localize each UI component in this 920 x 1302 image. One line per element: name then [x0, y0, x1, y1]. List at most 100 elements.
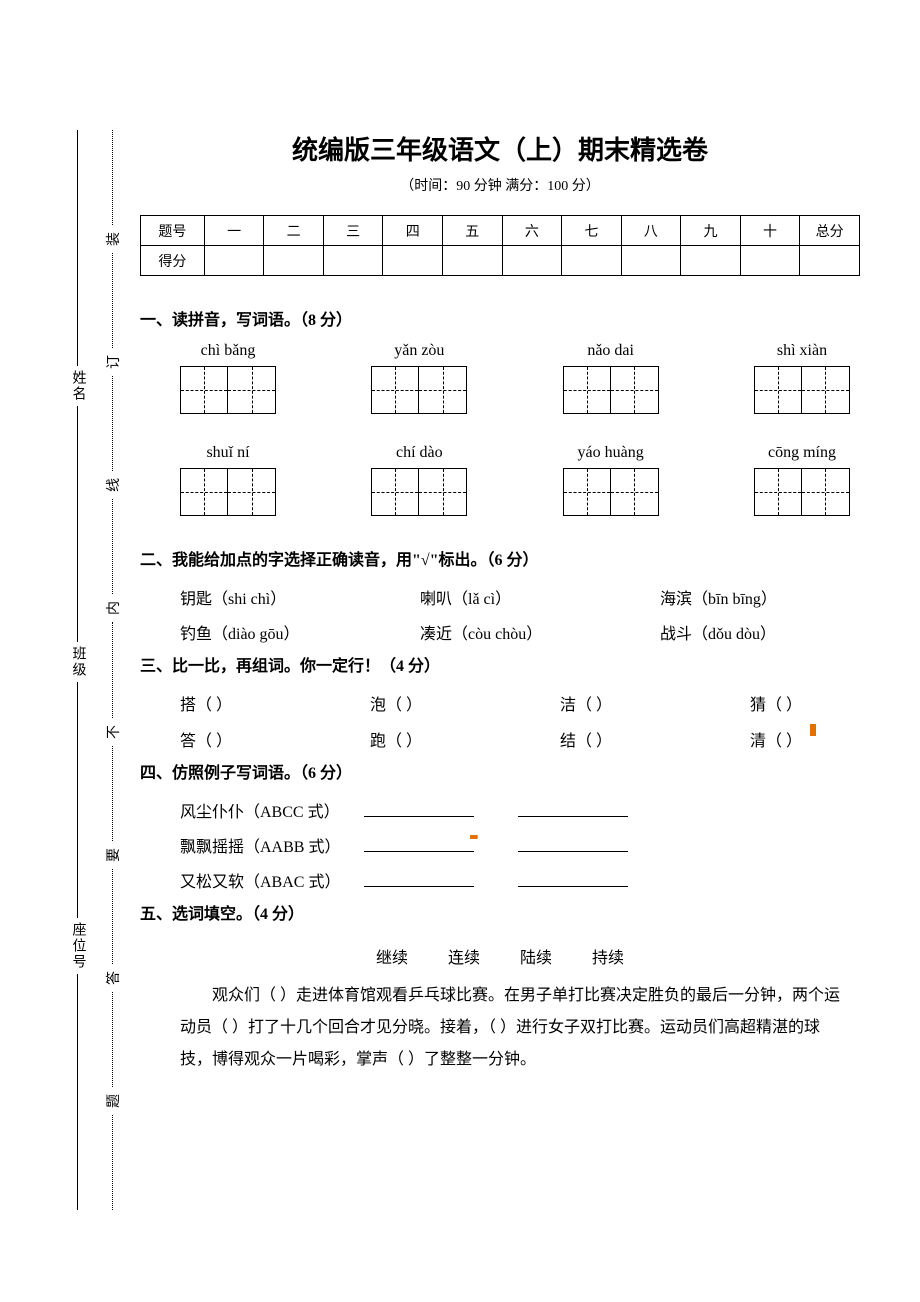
q3-item: 答（ ） [180, 724, 330, 759]
page-subtitle: （时间：90 分钟 满分：100 分） [140, 175, 860, 195]
strip-left-col: 姓名 班级 座位号 [60, 130, 95, 1210]
char-box[interactable] [371, 366, 419, 414]
q3-item: 猜（ ） [750, 688, 802, 723]
cell: 六 [502, 216, 562, 246]
q2-item: 海滨（bīn bīng） [660, 582, 777, 617]
seal-char: 不 [99, 725, 127, 739]
char-box[interactable] [228, 468, 276, 516]
seal-char: 线 [99, 478, 127, 492]
pinyin-group: nǎo dai [563, 342, 659, 414]
char-box[interactable] [419, 366, 467, 414]
char-box[interactable] [563, 366, 611, 414]
pinyin-text: yǎn zòu [394, 342, 444, 360]
pinyin-text: shì xiàn [777, 342, 827, 360]
q2-item: 钥匙（shi chì） [180, 582, 380, 617]
cell: 九 [681, 216, 741, 246]
q4-item: 风尘仆仆（ABCC 式） [140, 795, 860, 830]
strip-right-col: 装 订 线 内 不 要 答 题 [95, 130, 130, 1210]
choice: 连续 [448, 950, 480, 967]
cell: 七 [562, 216, 622, 246]
char-box[interactable] [228, 366, 276, 414]
pinyin-text: shuǐ ní [206, 444, 249, 462]
q3-item: 搭（ ） [180, 688, 330, 723]
cell: 题号 [141, 216, 205, 246]
blank-input[interactable] [364, 801, 474, 817]
score-table: 题号 一 二 三 四 五 六 七 八 九 十 总分 得分 [140, 215, 860, 276]
cell: 得分 [141, 246, 205, 276]
q5-choices: 继续 连续 陆续 持续 [140, 936, 860, 980]
pinyin-group: shì xiàn [754, 342, 850, 414]
q2-item: 喇叭（lǎ cì） [420, 582, 620, 617]
q3-item: 结（ ） [560, 724, 710, 759]
label-seat: 座位号 [68, 918, 88, 974]
char-box[interactable] [802, 468, 850, 516]
cell: 总分 [800, 216, 860, 246]
seal-char: 答 [99, 971, 127, 985]
q2-row: 钓鱼（diào gōu） 凑近（còu chòu） 战斗（dǒu dòu） [140, 617, 860, 652]
q3-item: 跑（ ） [370, 724, 520, 759]
q2-row: 钥匙（shi chì） 喇叭（lǎ cì） 海滨（bīn bīng） [140, 582, 860, 617]
q3-item: 泡（ ） [370, 688, 520, 723]
q4-item: 又松又软（ABAC 式） [140, 865, 860, 900]
char-box[interactable] [754, 468, 802, 516]
char-box[interactable] [611, 366, 659, 414]
cell: 八 [621, 216, 681, 246]
q1-title: 一、读拼音，写词语。（8 分） [140, 306, 860, 330]
choice: 继续 [376, 950, 408, 967]
seal-char: 要 [99, 848, 127, 862]
q3-title: 三、比一比，再组词。你一定行！（4 分） [140, 652, 860, 676]
blank-input[interactable] [364, 871, 474, 887]
table-row: 得分 [141, 246, 860, 276]
pinyin-group: shuǐ ní [180, 444, 276, 516]
q3-item: 洁（ ） [560, 688, 710, 723]
q3-item: 清（ ） [750, 724, 802, 759]
q3-row: 搭（ ） 泡（ ） 洁（ ） 猜（ ） [140, 688, 860, 723]
char-box[interactable] [371, 468, 419, 516]
char-box[interactable] [180, 468, 228, 516]
q5-title: 五、选词填空。（4 分） [140, 900, 860, 924]
q2-item: 战斗（dǒu dòu） [660, 617, 776, 652]
q4-title: 四、仿照例子写词语。（6 分） [140, 759, 860, 783]
pinyin-text: cōng míng [768, 444, 836, 462]
orange-mark-icon: ▪▪ [469, 820, 476, 855]
q2-item: 凑近（còu chòu） [420, 617, 620, 652]
cell: 五 [443, 216, 503, 246]
char-box[interactable] [611, 468, 659, 516]
cell: 四 [383, 216, 443, 246]
q1-row2: shuǐ ní chí dào yáo huàng cōng míng [140, 444, 860, 516]
q1-row1: chì bǎng yǎn zòu nǎo dai shì xiàn [140, 342, 860, 414]
char-box[interactable] [419, 468, 467, 516]
cell: 三 [323, 216, 383, 246]
blank-input[interactable] [518, 836, 628, 852]
blank-input[interactable]: ▪▪ [364, 836, 474, 852]
char-box[interactable] [802, 366, 850, 414]
seal-char: 装 [99, 232, 127, 246]
pinyin-group: chí dào [371, 444, 467, 516]
pinyin-group: yáo huàng [563, 444, 659, 516]
pinyin-text: chì bǎng [201, 342, 256, 360]
q4-label: 风尘仆仆（ABCC 式） [180, 804, 340, 821]
pinyin-text: yáo huàng [578, 444, 644, 462]
cell: 二 [264, 216, 324, 246]
char-box[interactable] [180, 366, 228, 414]
pinyin-group: cōng míng [754, 444, 850, 516]
binding-strip: 姓名 班级 座位号 装 订 线 内 不 要 答 题 [60, 130, 130, 1210]
char-box[interactable] [754, 366, 802, 414]
page-title: 统编版三年级语文（上）期末精选卷 [140, 130, 860, 167]
cell: 一 [204, 216, 264, 246]
q5-paragraph: 观众们（ ）走进体育馆观看乒乓球比赛。在男子单打比赛决定胜负的最后一分钟，两个运… [140, 980, 860, 1076]
table-row: 题号 一 二 三 四 五 六 七 八 九 十 总分 [141, 216, 860, 246]
char-box[interactable] [563, 468, 611, 516]
page-content: 统编版三年级语文（上）期末精选卷 （时间：90 分钟 满分：100 分） 题号 … [140, 130, 860, 1076]
seal-char: 题 [99, 1094, 127, 1108]
q2-title: 二、我能给加点的字选择正确读音，用"√"标出。（6 分） [140, 546, 860, 570]
q3-row: 答（ ） 跑（ ） 结（ ） 清（ ） [140, 724, 860, 759]
blank-input[interactable] [518, 801, 628, 817]
orange-mark-icon [810, 724, 816, 736]
q5-text: 观众们（ ）走进体育馆观看乒乓球比赛。在男子单打比赛决定胜负的最后一分钟，两个运… [180, 980, 850, 1076]
label-name: 姓名 [68, 366, 88, 406]
q4-item: 飘飘摇摇（AABB 式） ▪▪ [140, 830, 860, 865]
blank-input[interactable] [518, 871, 628, 887]
label-class: 班级 [68, 642, 88, 682]
q4-label: 飘飘摇摇（AABB 式） [180, 839, 340, 856]
